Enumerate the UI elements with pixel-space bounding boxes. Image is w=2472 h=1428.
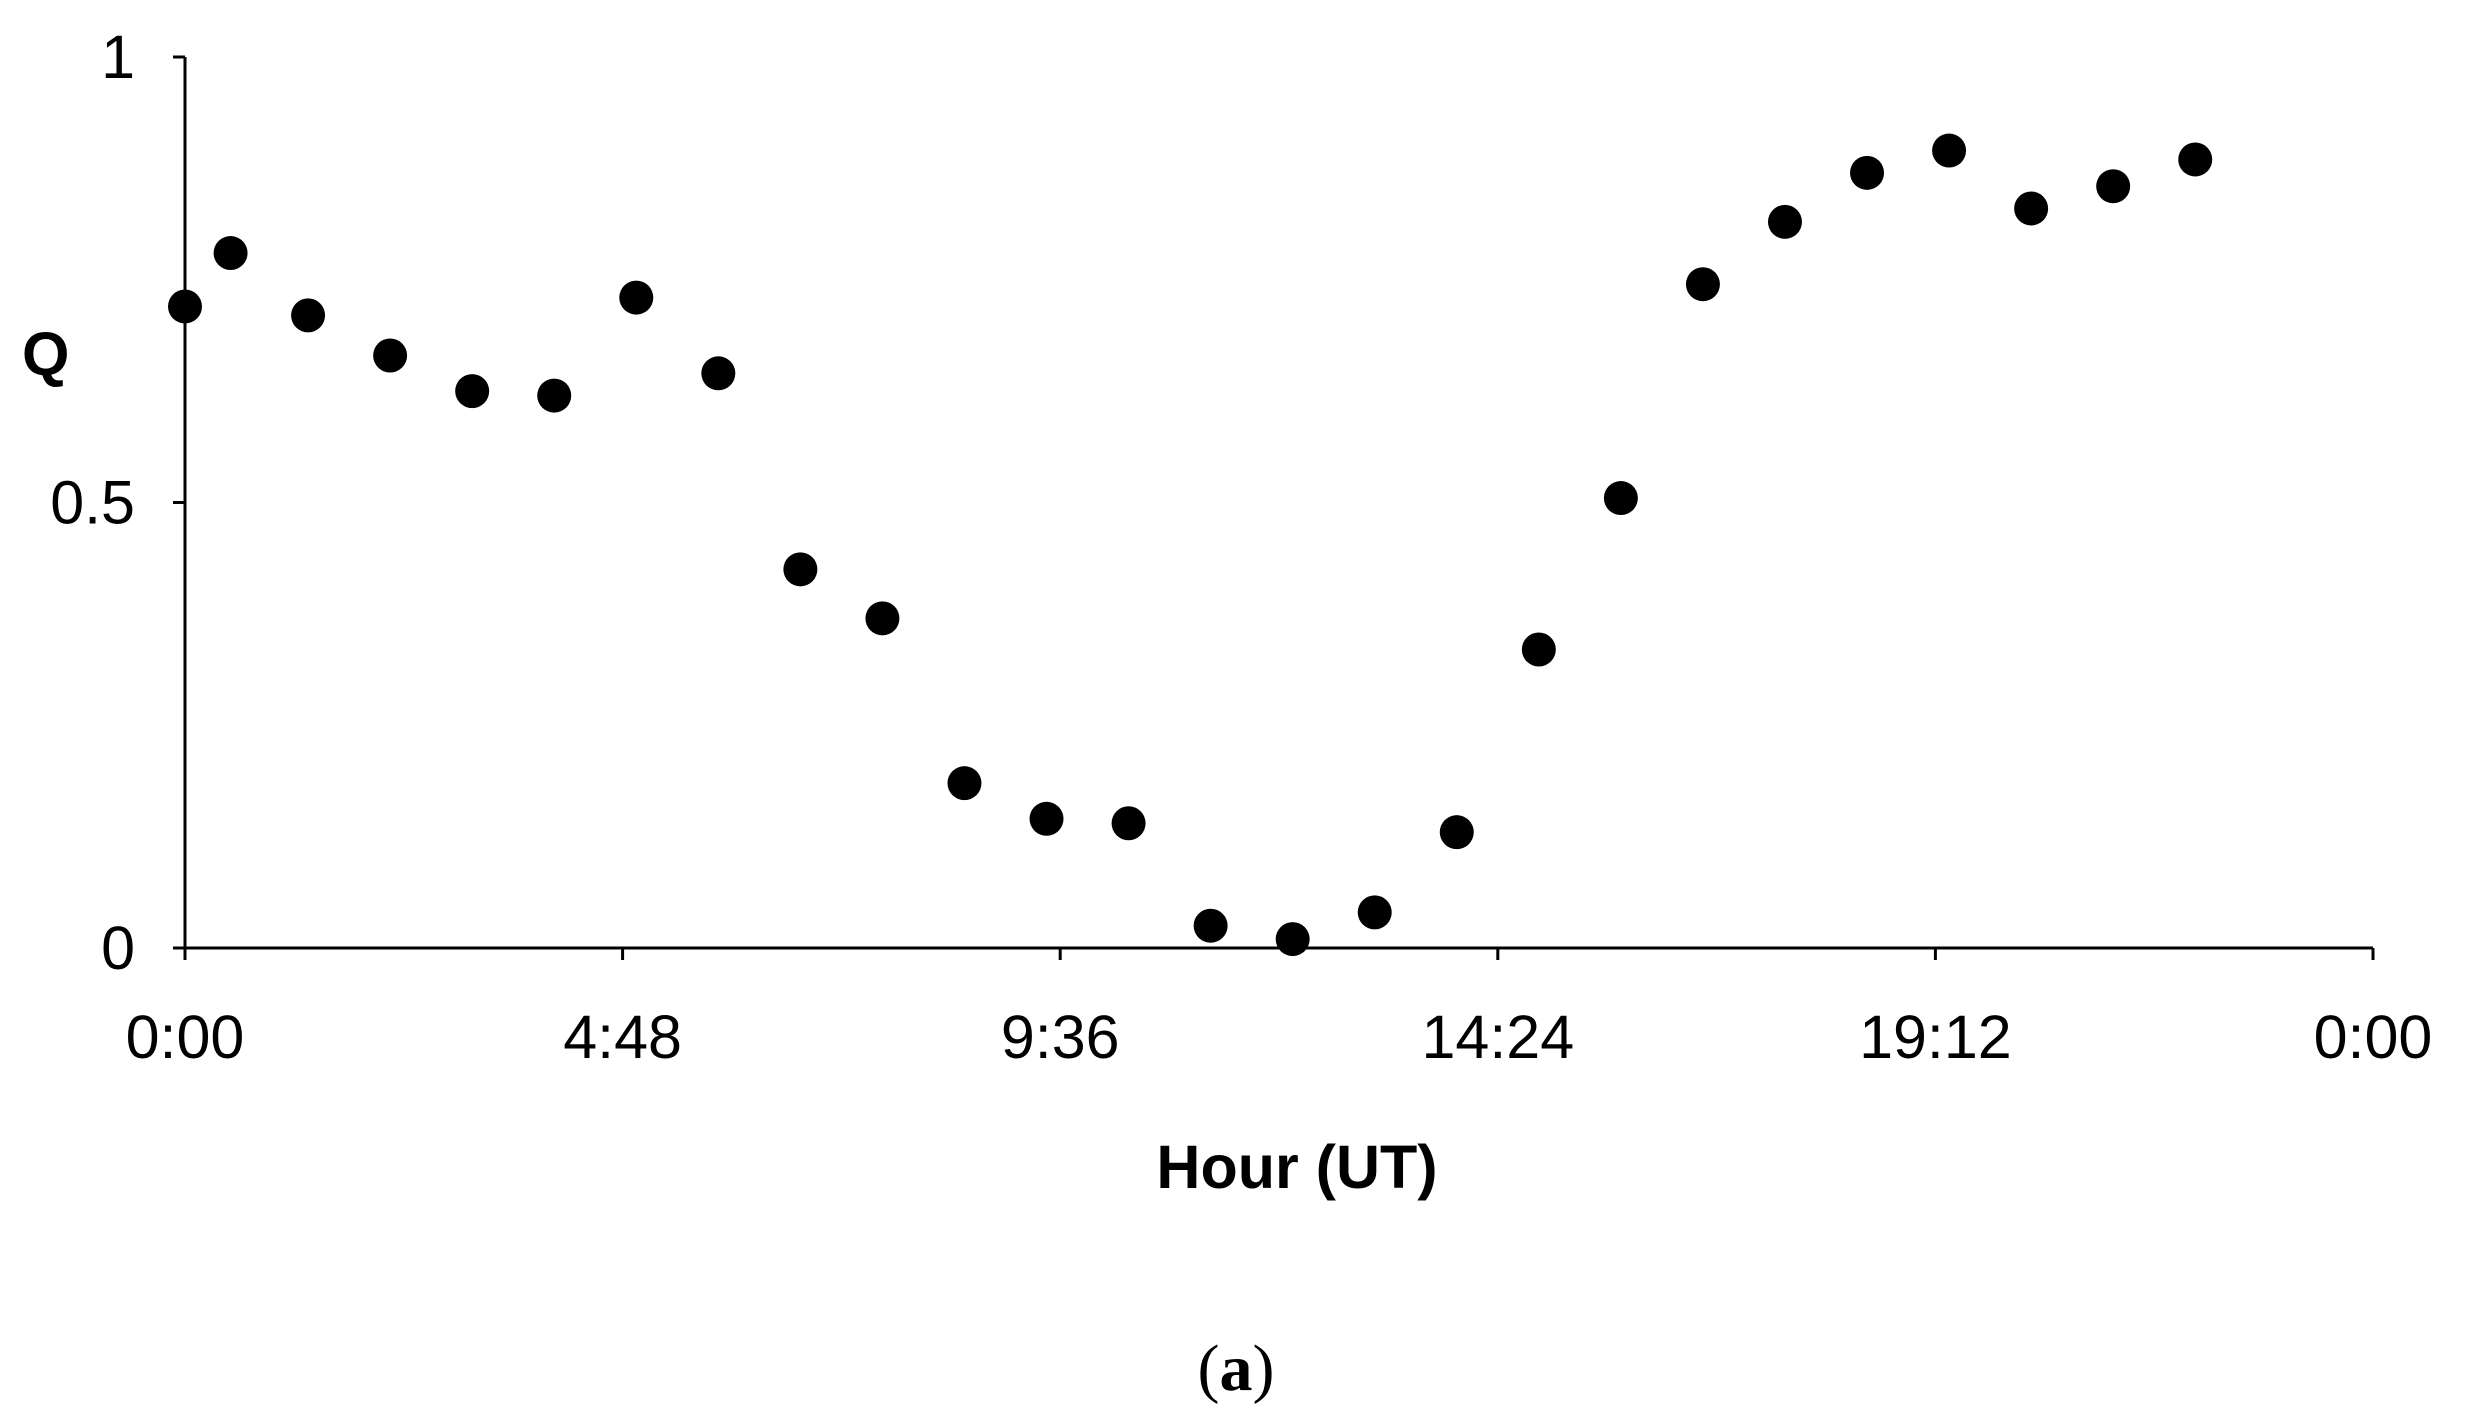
data-point [1521, 632, 1556, 667]
x-tick-label: 9:36 [1001, 1003, 1120, 1071]
x-tick-label: 4:48 [563, 1003, 682, 1071]
data-point [1685, 267, 1720, 302]
y-ticks: 00.51 [50, 23, 185, 982]
y-tick-label: 0 [101, 914, 135, 982]
data-point [1850, 155, 1885, 190]
data-point [2096, 169, 2131, 204]
data-point [455, 374, 490, 409]
data-point [2178, 142, 2213, 177]
data-point [1193, 908, 1228, 943]
data-point [1357, 895, 1392, 930]
data-point [1029, 801, 1064, 836]
y-tick-label: 0.5 [50, 469, 135, 537]
data-point [1767, 204, 1802, 239]
data-point [701, 356, 736, 391]
data-point [1932, 133, 1967, 168]
y-axis-title: Q [22, 320, 69, 388]
data-point [168, 289, 202, 324]
y-tick-label: 1 [101, 23, 135, 91]
data-point [2014, 191, 2049, 226]
x-tick-label: 0:00 [126, 1003, 245, 1071]
x-tick-label: 14:24 [1421, 1003, 1574, 1071]
data-point [537, 378, 572, 413]
data-point [947, 766, 982, 801]
data-point [783, 552, 818, 587]
x-axis-title: Hour (UT) [1156, 1133, 1437, 1201]
figure-caption-letter: a [1220, 1332, 1253, 1405]
data-point [213, 236, 248, 271]
data-point [373, 338, 408, 373]
data-point [291, 298, 326, 333]
y-axis: 00.51 [50, 23, 187, 982]
x-tick-label: 0:00 [2314, 1003, 2433, 1071]
x-axis: 0:00 4:48 9:36 14:24 19:12 0:00 [126, 946, 2433, 1071]
x-ticks: 0:00 4:48 9:36 14:24 19:12 0:00 [126, 948, 2433, 1071]
data-point [1603, 481, 1638, 516]
figure-caption: (a) [1198, 1332, 1275, 1405]
data-point [1439, 815, 1474, 850]
data-points [168, 133, 2213, 957]
data-point [619, 280, 654, 315]
x-tick-label: 19:12 [1859, 1003, 2012, 1071]
data-point [1111, 806, 1146, 841]
data-point [865, 601, 900, 636]
data-point [1275, 922, 1310, 957]
